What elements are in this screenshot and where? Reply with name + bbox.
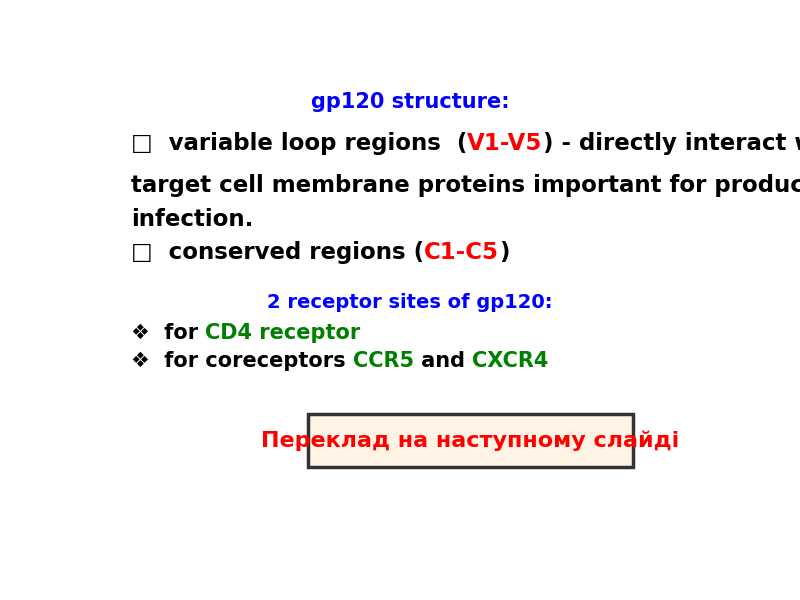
Text: ): ) [499,241,510,263]
Text: Переклад на наступному слайді: Переклад на наступному слайді [262,430,679,451]
Text: gp120 structure:: gp120 structure: [310,92,510,112]
Text: CXCR4: CXCR4 [472,351,549,371]
Text: ❖  for: ❖ for [131,323,206,343]
FancyBboxPatch shape [308,414,634,467]
Text: □  variable loop regions  (: □ variable loop regions ( [131,132,467,155]
Text: ❖  for coreceptors: ❖ for coreceptors [131,351,353,371]
Text: CD4 receptor: CD4 receptor [206,323,361,343]
Text: C1-C5: C1-C5 [424,241,499,263]
Text: V1-V5: V1-V5 [467,132,542,155]
Text: 2 receptor sites of gp120:: 2 receptor sites of gp120: [267,293,553,313]
Text: ) - directly interact with: ) - directly interact with [542,132,800,155]
Text: target cell membrane proteins important for productive: target cell membrane proteins important … [131,173,800,197]
Text: infection.: infection. [131,208,254,232]
Text: and: and [414,351,472,371]
Text: CCR5: CCR5 [353,351,414,371]
Text: □  conserved regions (: □ conserved regions ( [131,241,424,263]
